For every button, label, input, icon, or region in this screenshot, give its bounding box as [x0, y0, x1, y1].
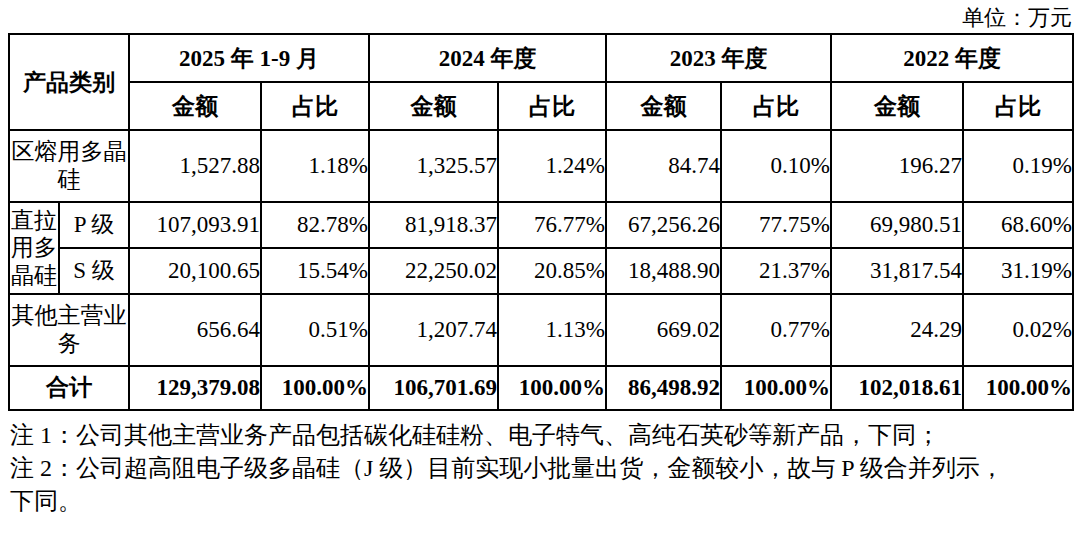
revenue-by-product-table: 产品类别 2025 年 1-9 月 2024 年度 2023 年度 2022 年…	[8, 33, 1074, 411]
table-row-total: 合计 129,379.08 100.00% 106,701.69 100.00%…	[9, 366, 1073, 410]
header-period-2022: 2022 年度	[831, 34, 1073, 82]
amount-cell: 31,817.54	[831, 248, 963, 294]
table-row-float-zone-polysilicon: 区熔用多晶硅 1,527.88 1.18% 1,325.57 1.24% 84.…	[9, 130, 1073, 202]
amount-cell: 81,918.37	[369, 202, 498, 248]
amount-cell: 107,093.91	[129, 202, 261, 248]
total-amount-cell: 102,018.61	[831, 366, 963, 410]
total-amount-cell: 106,701.69	[369, 366, 498, 410]
row-label-float-zone-polysilicon: 区熔用多晶硅	[9, 130, 129, 202]
total-amount-cell: 86,498.92	[606, 366, 721, 410]
unit-label: 单位：万元	[0, 0, 1072, 33]
ratio-cell: 82.78%	[261, 202, 369, 248]
row-label-other-main-business: 其他主营业务	[9, 294, 129, 366]
ratio-cell: 76.77%	[498, 202, 606, 248]
header-row-periods: 产品类别 2025 年 1-9 月 2024 年度 2023 年度 2022 年…	[9, 34, 1073, 82]
ratio-cell: 20.85%	[498, 248, 606, 294]
header-amount-2022: 金额	[831, 82, 963, 130]
table-row-other-main-business: 其他主营业务 656.64 0.51% 1,207.74 1.13% 669.0…	[9, 294, 1073, 366]
ratio-cell: 0.19%	[963, 130, 1073, 202]
amount-cell: 67,256.26	[606, 202, 721, 248]
amount-cell: 669.02	[606, 294, 721, 366]
total-ratio-cell: 100.00%	[498, 366, 606, 410]
amount-cell: 196.27	[831, 130, 963, 202]
amount-cell: 69,980.51	[831, 202, 963, 248]
header-row-metrics: 金额 占比 金额 占比 金额 占比 金额 占比	[9, 82, 1073, 130]
ratio-cell: 68.60%	[963, 202, 1073, 248]
header-ratio-2023: 占比	[721, 82, 831, 130]
header-amount-2024: 金额	[369, 82, 498, 130]
header-ratio-2024: 占比	[498, 82, 606, 130]
header-product-category: 产品类别	[9, 34, 129, 130]
total-ratio-cell: 100.00%	[963, 366, 1073, 410]
total-label: 合计	[9, 366, 129, 410]
ratio-cell: 0.10%	[721, 130, 831, 202]
amount-cell: 1,207.74	[369, 294, 498, 366]
amount-cell: 24.29	[831, 294, 963, 366]
header-period-2023: 2023 年度	[606, 34, 831, 82]
ratio-cell: 1.18%	[261, 130, 369, 202]
table-row-czochralski-s-grade: S 级 20,100.65 15.54% 22,250.02 20.85% 18…	[9, 248, 1073, 294]
table-row-czochralski-p-grade: 直拉用多晶硅 P 级 107,093.91 82.78% 81,918.37 7…	[9, 202, 1073, 248]
ratio-cell: 31.19%	[963, 248, 1073, 294]
header-ratio-2022: 占比	[963, 82, 1073, 130]
total-ratio-cell: 100.00%	[261, 366, 369, 410]
header-amount-2025: 金额	[129, 82, 261, 130]
amount-cell: 1,527.88	[129, 130, 261, 202]
ratio-cell: 21.37%	[721, 248, 831, 294]
document-page: 单位：万元 产品类别 2025 年 1-9 月 2024 年度 2023 年度 …	[0, 0, 1080, 536]
amount-cell: 84.74	[606, 130, 721, 202]
row-group-label-czochralski-polysilicon: 直拉用多晶硅	[9, 202, 59, 294]
row-label-s-grade: S 级	[59, 248, 129, 294]
footnotes: 注 1：公司其他主营业务产品包括碳化硅硅粉、电子特气、高纯石英砂等新产品，下同；…	[10, 419, 1010, 518]
header-amount-2023: 金额	[606, 82, 721, 130]
total-amount-cell: 129,379.08	[129, 366, 261, 410]
ratio-cell: 77.75%	[721, 202, 831, 248]
header-period-2025: 2025 年 1-9 月	[129, 34, 369, 82]
ratio-cell: 0.02%	[963, 294, 1073, 366]
amount-cell: 20,100.65	[129, 248, 261, 294]
amount-cell: 22,250.02	[369, 248, 498, 294]
amount-cell: 1,325.57	[369, 130, 498, 202]
ratio-cell: 15.54%	[261, 248, 369, 294]
row-label-p-grade: P 级	[59, 202, 129, 248]
amount-cell: 656.64	[129, 294, 261, 366]
amount-cell: 18,488.90	[606, 248, 721, 294]
total-ratio-cell: 100.00%	[721, 366, 831, 410]
ratio-cell: 0.51%	[261, 294, 369, 366]
header-ratio-2025: 占比	[261, 82, 369, 130]
ratio-cell: 0.77%	[721, 294, 831, 366]
ratio-cell: 1.24%	[498, 130, 606, 202]
header-period-2024: 2024 年度	[369, 34, 606, 82]
footnote-1: 注 1：公司其他主营业务产品包括碳化硅硅粉、电子特气、高纯石英砂等新产品，下同；	[10, 419, 1010, 452]
ratio-cell: 1.13%	[498, 294, 606, 366]
footnote-2: 注 2：公司超高阻电子级多晶硅（J 级）目前实现小批量出货，金额较小，故与 P …	[10, 452, 1010, 518]
